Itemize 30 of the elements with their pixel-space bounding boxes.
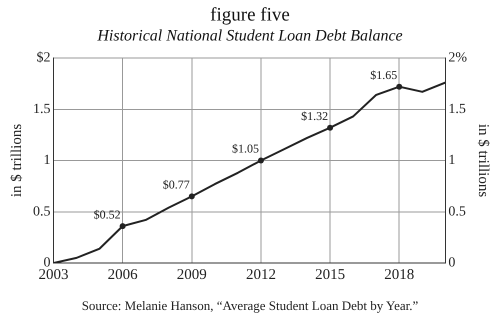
y-tick-label: 1.5 — [33, 102, 50, 117]
y2-tick-label: 1 — [448, 153, 456, 168]
y2-tick-label: 0 — [448, 256, 456, 271]
annotation: $0.77 — [162, 178, 190, 192]
source-note: Source: Melanie Hanson, “Average Student Loan Debt by Year.” — [82, 298, 419, 313]
annotation: $1.65 — [370, 68, 398, 82]
x-tick-label: 2006 — [108, 266, 138, 283]
y2-tick-label: 1.5 — [448, 102, 466, 117]
y-tick-label: 1 — [44, 153, 50, 168]
y2-axis-title: in $ trillions — [475, 124, 492, 198]
y-tick-label: 0.5 — [33, 204, 50, 220]
x-tick-label: 2003 — [38, 266, 68, 283]
x-tick-label: 2018 — [384, 266, 414, 283]
annotation: $1.05 — [232, 142, 259, 156]
point — [258, 158, 264, 164]
annotation: $0.52 — [94, 207, 121, 222]
y-tick-label: $2 — [36, 50, 50, 66]
point — [188, 193, 195, 200]
y-axis-title: in $ trillions — [8, 124, 25, 198]
chart-subtitle: Historical National Student Loan Debt Balance — [96, 28, 403, 45]
annotation: $1.32 — [301, 108, 328, 123]
chart-title: figure five — [210, 4, 290, 26]
y2-tick-label: 0.5 — [448, 204, 466, 220]
point — [396, 84, 402, 90]
x-tick-label: 2012 — [246, 266, 276, 283]
point — [120, 223, 126, 230]
point — [327, 124, 334, 131]
y2-tick-label: 2% — [448, 50, 468, 66]
x-tick-label: 2015 — [315, 266, 346, 283]
x-tick-label: 2009 — [176, 266, 207, 283]
